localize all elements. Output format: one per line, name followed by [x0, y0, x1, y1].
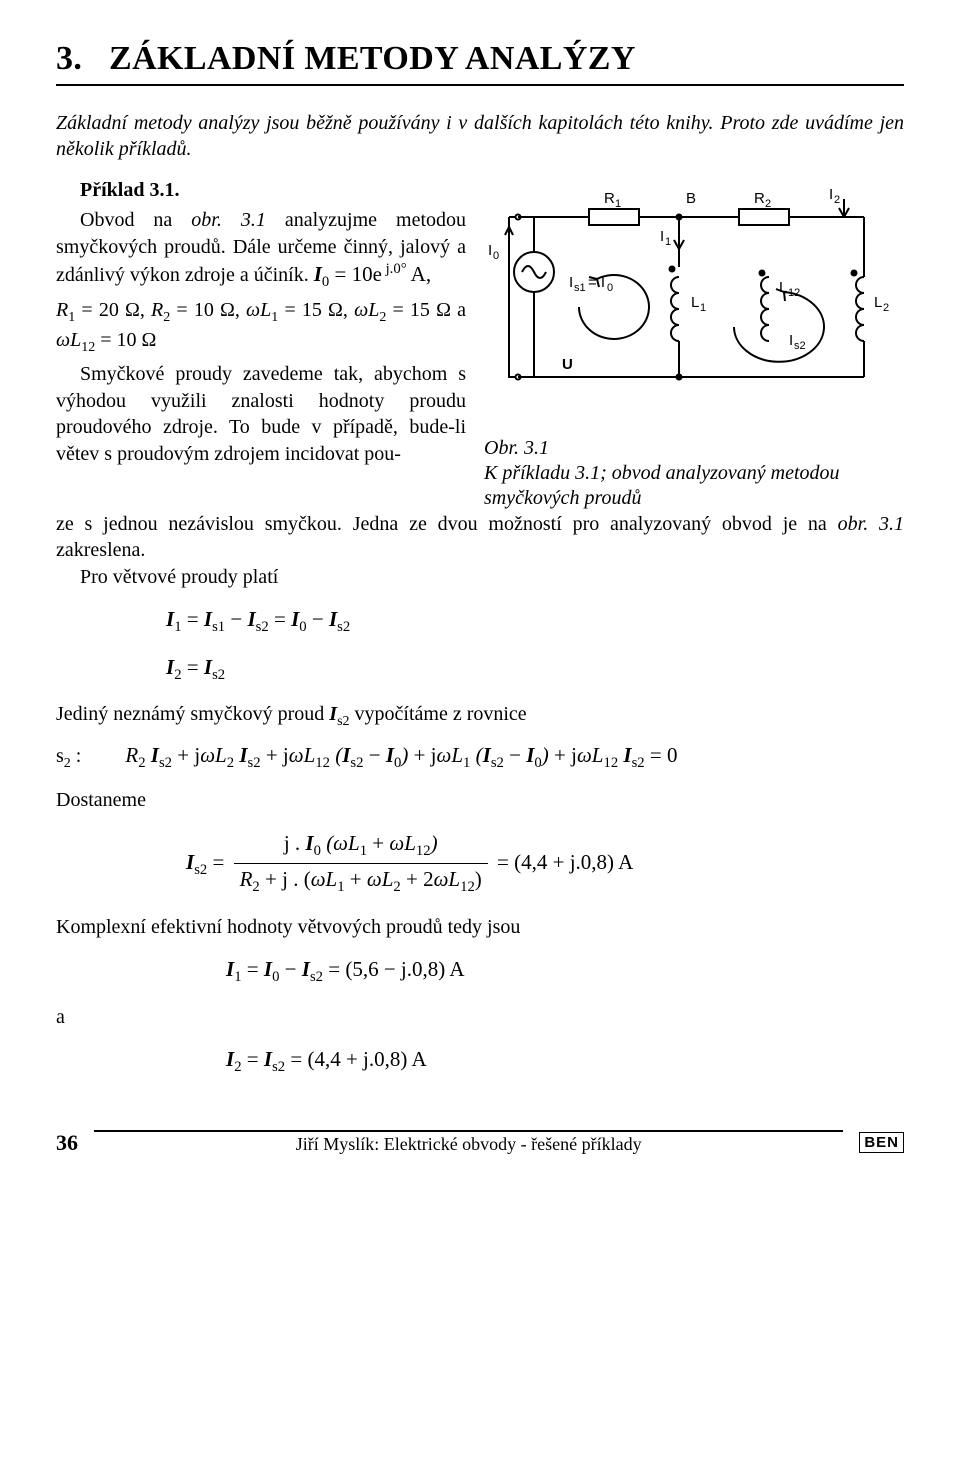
label-I0: I	[488, 242, 492, 259]
eq-branch-2: I2 = Is2	[166, 654, 904, 686]
chapter-title: 3. ZÁKLADNÍ METODY ANALÝZY	[56, 40, 904, 78]
svg-text:1: 1	[615, 198, 621, 210]
label-I2: I	[829, 186, 833, 203]
body-complex: Komplexní efektivní hodnoty větvových pr…	[56, 914, 904, 940]
svg-text:2: 2	[834, 194, 840, 206]
eq-I1: I1 = I0 − Is2 = (5,6 − j.0,8) A	[226, 956, 904, 988]
letter-a: a	[56, 1004, 904, 1030]
title-rule	[56, 84, 904, 86]
label-I1: I	[660, 228, 664, 245]
label-L1: L	[691, 294, 699, 311]
label-R1: R	[604, 190, 615, 207]
label-Is2: I	[789, 332, 793, 349]
svg-text:12: 12	[788, 287, 800, 299]
eq-I2: I2 = Is2 = (4,4 + j.0,8) A	[226, 1046, 904, 1078]
svg-text:1: 1	[700, 302, 706, 314]
svg-text:s1: s1	[574, 282, 586, 294]
intro-paragraph: Základní metody analýzy jsou běžně použí…	[56, 110, 904, 163]
svg-text:2: 2	[883, 302, 889, 314]
svg-text:= I: = I	[588, 274, 605, 291]
left-paragraph-1: Obvod na obr. 3.1 analyzujme metodou smy…	[56, 207, 466, 292]
figure-number: Obr. 3.1	[484, 436, 904, 461]
svg-text:0: 0	[607, 282, 613, 294]
publisher-badge: BEN	[859, 1132, 904, 1153]
svg-text:0: 0	[493, 250, 499, 262]
svg-text:s2: s2	[794, 340, 806, 352]
label-R2: R	[754, 190, 765, 207]
eq-s2: R2 Is2 + jωL2 Is2 + jωL12 (Is2 − I0) + j…	[125, 742, 677, 774]
circuit-diagram: I0 R1 B R2 I2 I1 Is1 = I0 L1 L12 L2 Is2 …	[484, 177, 904, 422]
label-U: U	[562, 356, 573, 373]
figure-caption: K příkladu 3.1; obvod analyzovaný metodo…	[484, 461, 904, 511]
page-number: 36	[56, 1130, 78, 1156]
body-get: Dostaneme	[56, 787, 904, 813]
label-Is1: I	[569, 274, 573, 291]
body-branch-intro: Pro větvové proudy platí	[56, 564, 904, 590]
body-continuation: ze s jednou nezávislou smyčkou. Jedna ze…	[56, 511, 904, 564]
body-single-unknown: Jediný neznámý smyčkový proud Is2 vypočí…	[56, 701, 904, 731]
footer-credit: Jiří Myslík: Elektrické obvody - řešené …	[94, 1130, 843, 1155]
left-paragraph-2: R1 = 20 Ω, R2 = 10 Ω, ωL1 = 15 Ω, ωL2 = …	[56, 297, 466, 358]
eq-branch-1: I1 = Is1 − Is2 = I0 − Is2	[166, 606, 904, 638]
label-L12: L	[779, 279, 787, 296]
svg-text:1: 1	[665, 236, 671, 248]
label-B: B	[686, 190, 696, 207]
example-label: Příklad 3.1.	[80, 179, 179, 201]
svg-text:2: 2	[765, 198, 771, 210]
s2-label: s2 :	[56, 743, 81, 773]
left-paragraph-3: Smyčkové proudy zavedeme tak, abychom s …	[56, 361, 466, 467]
label-L2: L	[874, 294, 882, 311]
eq-fraction: Is2 = j . I0 (ωL1 + ωL12) R2 + j . (ωL1 …	[186, 830, 904, 898]
